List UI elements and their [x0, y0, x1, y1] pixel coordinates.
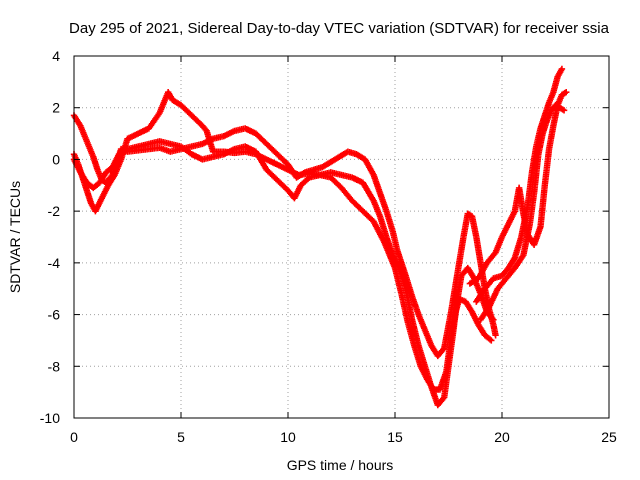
data-point — [563, 89, 570, 96]
x-tick-label: 0 — [70, 429, 78, 445]
data-point — [492, 332, 499, 339]
chart-title: Day 295 of 2021, Sidereal Day-to-day VTE… — [69, 20, 610, 37]
y-tick-label: -10 — [40, 410, 60, 426]
x-axis-label: GPS time / hours — [287, 457, 394, 473]
y-tick-label: 0 — [52, 151, 60, 167]
data-point — [489, 315, 496, 322]
x-tick-label: 5 — [177, 429, 185, 445]
plot-frame — [73, 55, 610, 419]
x-tick-label: 10 — [280, 429, 296, 445]
series-track-3 — [70, 138, 495, 393]
data-point — [560, 107, 568, 114]
x-tick-label: 15 — [387, 429, 403, 445]
y-tick-label: -6 — [48, 307, 61, 323]
series-track-2 — [70, 89, 497, 409]
data-point — [486, 336, 494, 343]
series-track-4 — [473, 65, 566, 305]
y-tick-label: -4 — [48, 255, 61, 271]
series-track-6 — [466, 89, 570, 287]
y-axis-label: SDTVAR / TECUs — [7, 181, 23, 293]
y-tick-label: -2 — [48, 203, 61, 219]
y-tick-label: 2 — [52, 100, 60, 116]
data-series — [70, 65, 570, 409]
axes: 0 5 10 15 20 25 -10 -8 -6 -4 -2 0 2 4 — [40, 48, 617, 445]
y-tick-label: 4 — [52, 48, 60, 64]
x-tick-label: 20 — [494, 429, 510, 445]
data-point — [558, 65, 566, 73]
x-tick-label: 25 — [601, 429, 617, 445]
data-point — [488, 337, 495, 344]
data-point — [439, 395, 447, 402]
y-tick-label: -8 — [48, 358, 61, 374]
data-point — [490, 316, 497, 323]
